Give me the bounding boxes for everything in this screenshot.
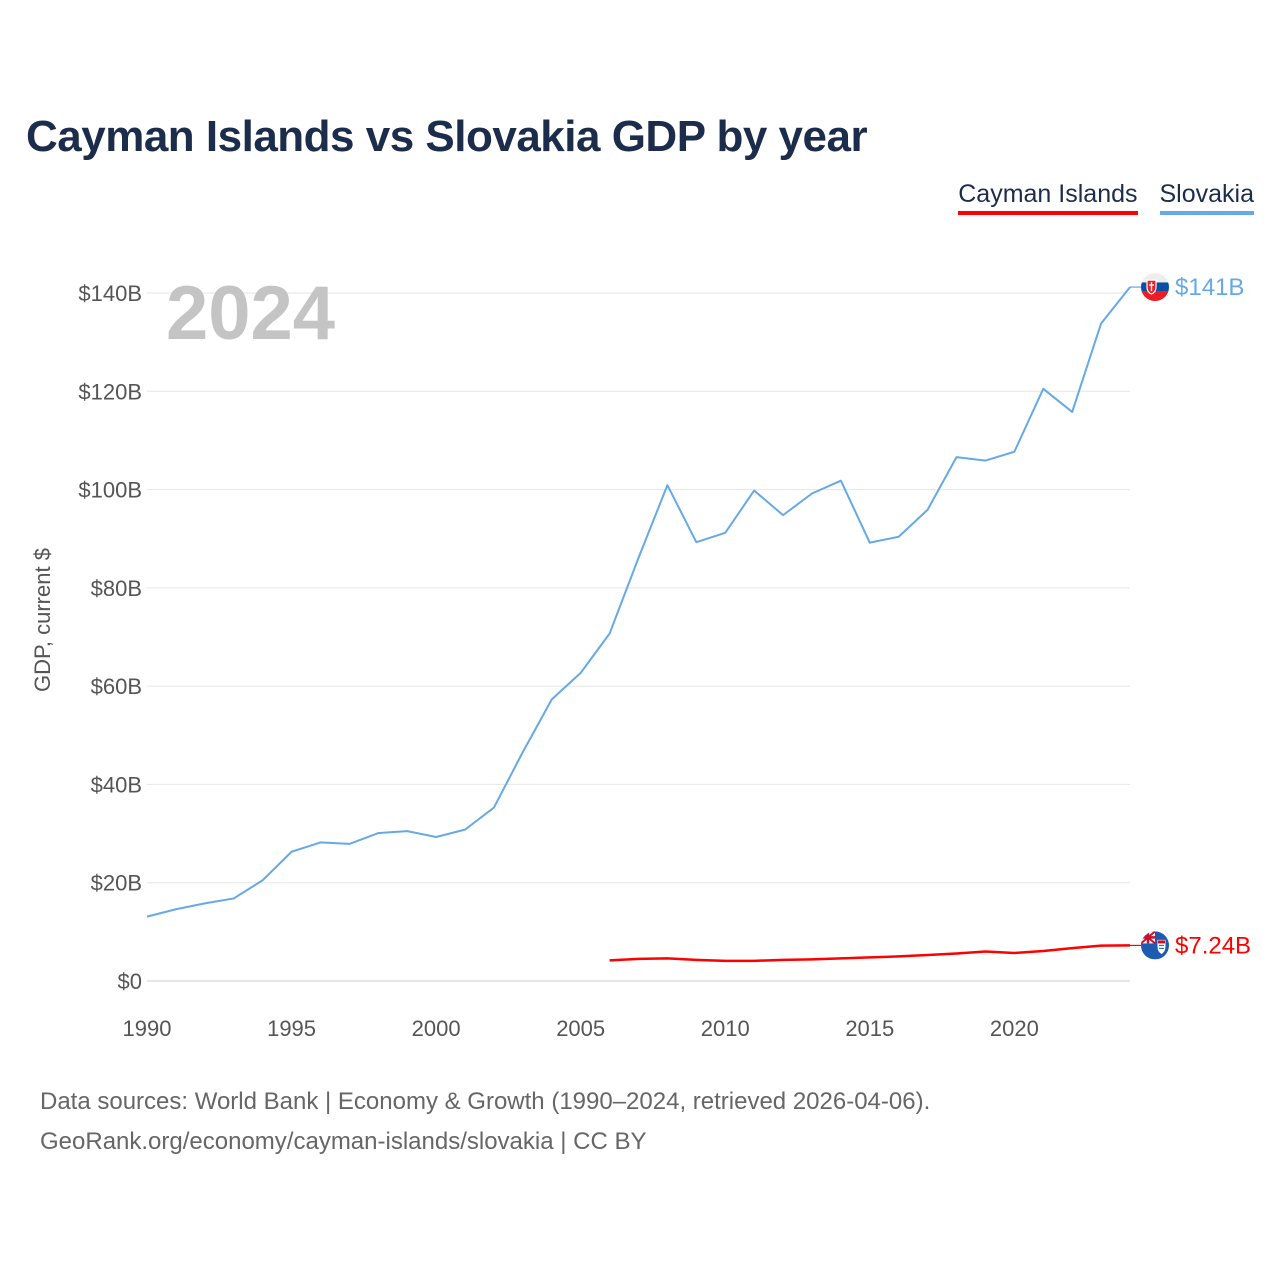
y-tick-label: $100B bbox=[78, 478, 142, 503]
slovakia-flag-icon bbox=[1141, 273, 1169, 302]
legend-item-slovakia[interactable]: Slovakia bbox=[1159, 180, 1254, 215]
y-tick-label: $0 bbox=[118, 969, 142, 994]
y-tick-label: $20B bbox=[91, 871, 142, 896]
y-tick-label: $120B bbox=[78, 379, 142, 404]
x-tick-label: 2000 bbox=[412, 1016, 461, 1041]
legend-item-cayman-islands[interactable]: Cayman Islands bbox=[958, 180, 1138, 215]
chart-title: Cayman Islands vs Slovakia GDP by year bbox=[26, 112, 868, 161]
series-line-cayman-islands[interactable] bbox=[609, 944, 1131, 963]
x-tick-label: 1995 bbox=[267, 1016, 316, 1041]
cayman-islands-flag-icon bbox=[1141, 931, 1169, 960]
series-slovakia: $141B bbox=[146, 273, 1244, 918]
y-axis-label: GDP, current $ bbox=[30, 548, 55, 692]
year-watermark: 2024 bbox=[166, 271, 335, 356]
x-axis-ticks: 1990 1995 2000 2005 2010 2015 2020 bbox=[123, 1016, 1039, 1041]
y-tick-label: $80B bbox=[91, 576, 142, 601]
source-line-2[interactable]: GeoRank.org/economy/cayman-islands/slova… bbox=[40, 1128, 647, 1155]
end-label-cayman-islands: $7.24B bbox=[1175, 932, 1251, 959]
y-tick-label: $140B bbox=[78, 281, 142, 306]
line-chart: 2024 $0 $20B $40B $60B $80B $100B $120B $140B 1… bbox=[30, 271, 1251, 1041]
source-note: Data sources: World Bank | Economy & Gro… bbox=[40, 1082, 930, 1162]
x-tick-label: 2015 bbox=[845, 1016, 894, 1041]
source-line-1: Data sources: World Bank | Economy & Gro… bbox=[40, 1088, 931, 1115]
series-layer: $141B $7.24B bbox=[146, 273, 1251, 963]
y-tick-label: $40B bbox=[91, 772, 142, 797]
y-tick-label: $60B bbox=[91, 674, 142, 699]
legend: Cayman Islands Slovakia bbox=[958, 180, 1254, 215]
x-tick-label: 2005 bbox=[556, 1016, 605, 1041]
series-cayman-islands: $7.24B bbox=[609, 931, 1251, 963]
x-tick-label: 2010 bbox=[701, 1016, 750, 1041]
x-tick-label: 1990 bbox=[123, 1016, 172, 1041]
end-label-slovakia: $141B bbox=[1175, 274, 1244, 301]
x-tick-label: 2020 bbox=[990, 1016, 1039, 1041]
series-line-slovakia[interactable] bbox=[146, 286, 1131, 918]
y-axis-ticks: $0 $20B $40B $60B $80B $100B $120B $140B bbox=[78, 281, 142, 994]
grid-lines bbox=[147, 292, 1130, 982]
